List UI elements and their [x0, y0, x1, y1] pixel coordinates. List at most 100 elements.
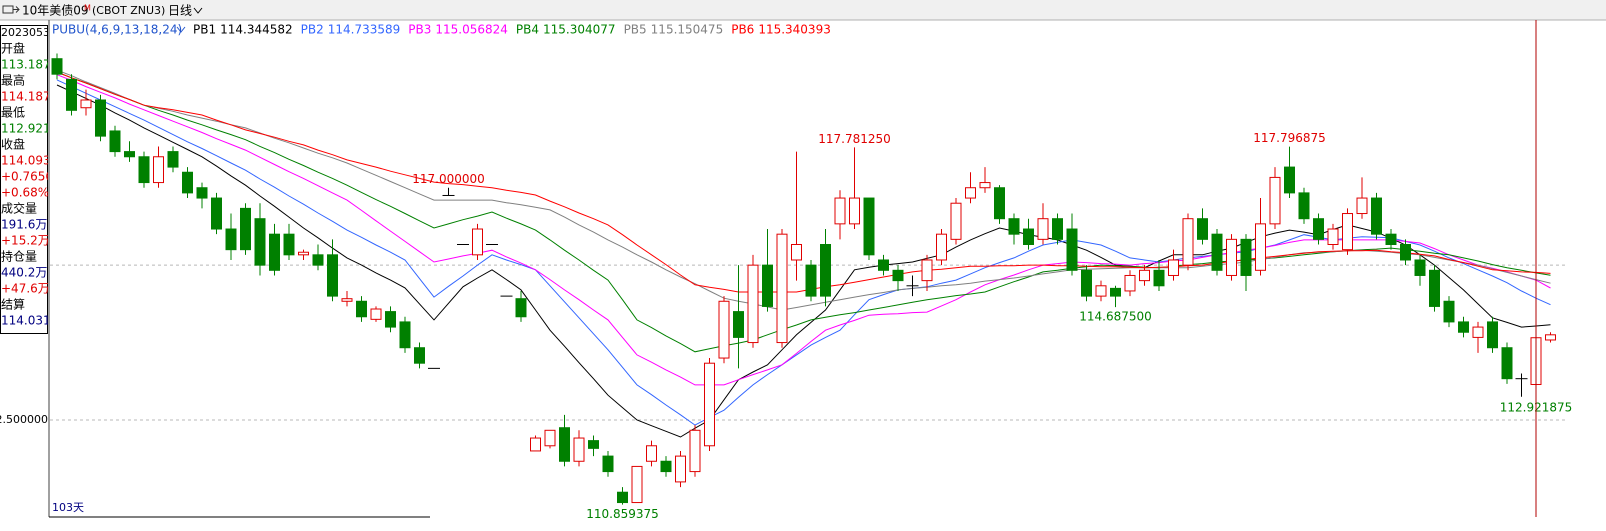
candle-body	[602, 455, 614, 473]
candle-body	[1269, 176, 1281, 225]
candle-body	[631, 465, 643, 504]
candle-body	[689, 429, 701, 473]
candle-body	[849, 197, 860, 225]
candle-body	[124, 151, 135, 158]
candle-body	[1008, 218, 1020, 235]
candle-body	[298, 251, 309, 256]
candle-body	[1298, 192, 1310, 220]
candle-body	[225, 228, 237, 251]
legend-value: 115.304077	[543, 23, 616, 37]
candle-body	[1472, 326, 1484, 338]
legend-name: PB3	[408, 23, 431, 37]
extreme-label: 110.859375	[586, 507, 659, 521]
legend-value: 114.733589	[328, 23, 401, 37]
candle-body	[878, 259, 889, 271]
candle-body	[80, 99, 92, 109]
candle-body	[559, 427, 570, 462]
candle-body	[1284, 166, 1295, 194]
candle-body	[399, 321, 411, 349]
extreme-label: 117.781250	[818, 132, 891, 146]
info-value: 114.1875	[1, 90, 58, 104]
candle-body	[1211, 233, 1223, 271]
indicator-name[interactable]: PUBU(4,6,9,13,18,24)	[52, 23, 182, 37]
y-tick-label: 112.500000	[0, 413, 48, 426]
indicator-line	[56, 71, 1551, 353]
info-label: 结算	[1, 297, 25, 312]
candle-body	[196, 187, 208, 199]
info-label: 最高	[1, 73, 25, 88]
info-label: 收盘	[1, 137, 25, 152]
candle-body	[791, 244, 802, 261]
candle-body	[1124, 274, 1136, 292]
info-value: 113.1875	[1, 58, 58, 72]
instrument-name[interactable]: 10年美债09	[22, 4, 89, 18]
candle-body	[1400, 244, 1411, 261]
candle-body	[1226, 238, 1237, 276]
legend-name: PB2	[301, 23, 324, 37]
extreme-label: 117.796875	[1253, 131, 1326, 145]
indicator-lines	[56, 69, 1551, 438]
info-change: +0.7656	[1, 170, 53, 184]
candle-body	[1414, 259, 1426, 276]
candle-body	[283, 233, 295, 256]
indicator-dropdown-arrow[interactable]	[176, 26, 186, 33]
candle-body	[1139, 269, 1150, 282]
candle-body	[51, 58, 63, 75]
info-change: +47.6万	[1, 282, 50, 296]
candle-body	[1371, 197, 1382, 235]
candle-body	[834, 197, 846, 225]
candle-body	[1327, 228, 1339, 246]
candle-body	[1385, 233, 1397, 246]
candle-body	[776, 233, 788, 344]
candle-body	[747, 264, 759, 344]
candle-body	[1095, 285, 1107, 297]
period-selector[interactable]: 日线	[168, 4, 192, 18]
legend-name: PB1	[193, 23, 216, 37]
candle-body	[370, 308, 382, 320]
candle-body	[312, 254, 324, 266]
info-label: 开盘	[1, 41, 25, 56]
candle-body	[211, 197, 222, 230]
info-change: +15.2万	[1, 234, 50, 248]
icon-arrow	[13, 6, 20, 13]
info-value: 114.0312	[1, 314, 58, 328]
candle-body	[820, 244, 831, 297]
window-icon[interactable]	[2, 5, 20, 14]
info-label: 成交量	[1, 201, 37, 216]
period-dropdown-arrow[interactable]	[193, 7, 203, 14]
candle-body	[965, 187, 976, 199]
info-date: 20230530	[1, 26, 57, 39]
candle-body	[1153, 269, 1165, 287]
info-panel	[0, 25, 48, 334]
candle-body	[414, 347, 425, 364]
candle-body	[1429, 269, 1440, 307]
indicator-line	[56, 69, 1551, 311]
extreme-label: 114.687500	[1079, 310, 1152, 324]
candle-body	[1240, 238, 1252, 276]
candle-body	[892, 269, 904, 282]
candle-body	[994, 187, 1005, 220]
candle-body	[385, 311, 396, 328]
candle-body	[921, 259, 933, 282]
day-count: 103天	[52, 501, 84, 514]
candle-body	[1255, 223, 1266, 271]
candle-body	[762, 264, 773, 307]
candle-body	[1313, 218, 1324, 240]
candle-body	[1037, 218, 1049, 240]
candle-body	[675, 455, 686, 483]
indicator-line	[56, 84, 1551, 438]
info-value: 112.9218	[1, 122, 58, 136]
candle-body	[805, 264, 817, 297]
candle-body	[1443, 300, 1455, 323]
legend-name: PB6	[731, 23, 754, 37]
candle-body	[718, 300, 730, 359]
candle-body	[863, 197, 875, 256]
legend-name: PB4	[516, 23, 539, 37]
legend-value: 115.150475	[651, 23, 724, 37]
info-label: 最低	[1, 106, 25, 120]
candle-body	[1066, 228, 1078, 271]
info-value: 114.0937	[1, 154, 58, 168]
